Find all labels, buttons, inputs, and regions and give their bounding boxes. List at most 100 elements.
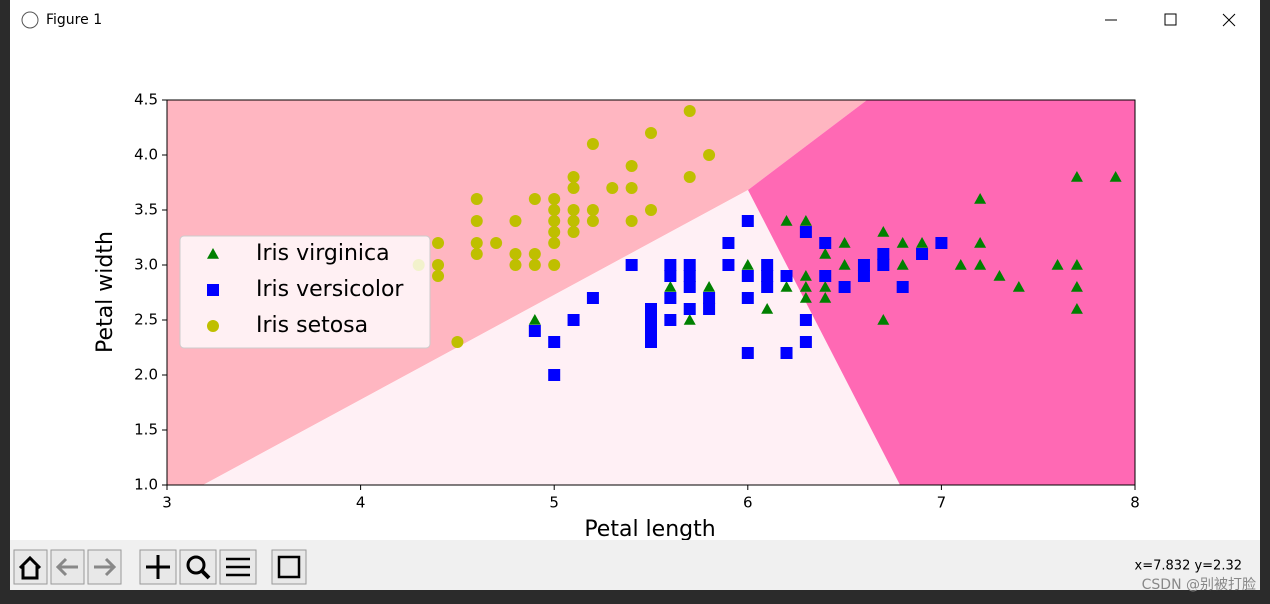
point [819, 292, 832, 303]
point [799, 314, 812, 326]
save-icon [277, 555, 301, 579]
point [645, 204, 657, 216]
point [780, 270, 793, 282]
point [722, 259, 735, 271]
x-tick-label: 3 [162, 494, 172, 512]
zoom-button[interactable] [179, 549, 217, 585]
point [954, 259, 967, 270]
point [625, 259, 638, 271]
y-tick-label: 4.0 [134, 146, 158, 164]
zoom-handle [200, 569, 211, 580]
point [703, 149, 716, 161]
point [1051, 259, 1064, 270]
zoom-icon [186, 555, 206, 575]
point [1070, 171, 1083, 182]
legend-label: Iris virginica [256, 241, 390, 266]
point [664, 281, 677, 292]
point [683, 259, 696, 271]
x-axis-label: Petal length [584, 517, 715, 542]
point [857, 270, 870, 282]
y-tick-label: 3.5 [134, 201, 158, 219]
point [528, 248, 541, 260]
legend-marker [207, 284, 219, 296]
point [664, 292, 677, 304]
point [567, 215, 580, 227]
point [877, 248, 890, 260]
point [586, 292, 599, 304]
point [683, 171, 696, 183]
window-title: Figure 1 [46, 12, 102, 28]
point [548, 237, 561, 249]
pan-icon [146, 555, 170, 579]
x-tick-label: 6 [743, 494, 753, 512]
point [896, 281, 909, 293]
app-icon [21, 11, 39, 29]
point [548, 215, 561, 227]
point [683, 270, 696, 282]
point [974, 259, 987, 270]
point [683, 314, 696, 325]
y-axis-label: Petal width [93, 231, 118, 353]
point [916, 237, 929, 248]
point [664, 270, 677, 282]
point [703, 292, 716, 304]
point [490, 237, 503, 249]
point [509, 248, 522, 260]
x-tick-label: 7 [937, 494, 947, 512]
point [799, 215, 812, 226]
point [528, 325, 541, 337]
point [780, 215, 793, 226]
y-tick-label: 1.0 [134, 476, 158, 494]
point [509, 215, 522, 227]
legend-label: Iris versicolor [256, 277, 404, 302]
point [799, 281, 812, 292]
point [799, 226, 812, 238]
point [974, 237, 987, 248]
point [528, 259, 541, 271]
point [974, 193, 987, 204]
point [896, 237, 909, 248]
point [877, 226, 890, 237]
point [819, 248, 832, 259]
point [606, 182, 619, 194]
point [1012, 281, 1025, 292]
point [432, 237, 445, 249]
x-tick-label: 5 [549, 494, 559, 512]
point [645, 325, 657, 337]
point [586, 204, 599, 216]
configure-icon [226, 557, 250, 577]
home-icon [18, 555, 42, 580]
save-button[interactable] [271, 549, 307, 585]
point [722, 237, 735, 249]
y-tick-label: 1.5 [134, 421, 158, 439]
close-button[interactable] [1222, 13, 1236, 27]
point [703, 281, 716, 292]
point [799, 336, 812, 348]
forward-icon [94, 557, 117, 577]
point [896, 259, 909, 270]
point [838, 237, 851, 248]
maximize-button[interactable] [1164, 13, 1177, 26]
point [432, 270, 445, 282]
point [567, 182, 580, 194]
point [799, 270, 812, 281]
point [761, 281, 774, 293]
legend-marker [207, 320, 219, 332]
point [741, 292, 754, 304]
point [1070, 281, 1083, 292]
point [877, 314, 890, 325]
legend: Iris virginica Iris versicolor Iris setosa [179, 235, 431, 349]
point [857, 259, 870, 271]
toolbar-buttons [13, 549, 307, 585]
region-virginica [748, 100, 1135, 485]
point [703, 303, 716, 315]
point [548, 336, 561, 348]
y-tick-label: 2.5 [134, 311, 158, 329]
point [819, 281, 832, 292]
point [664, 259, 677, 271]
watermark: CSDN @别被打脸 [1142, 576, 1256, 593]
legend-label: Iris setosa [256, 313, 368, 338]
point [877, 259, 890, 271]
